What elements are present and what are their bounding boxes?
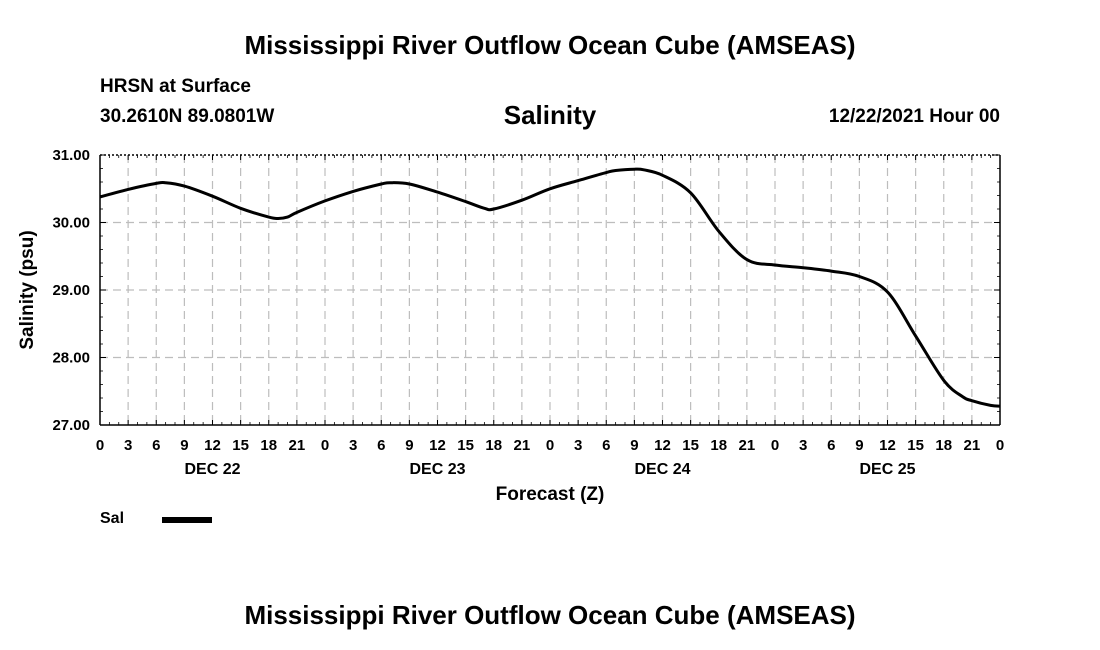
x-tick-label: 21 xyxy=(514,437,531,454)
run-time-label: 12/22/2021 Hour 00 xyxy=(828,106,1000,127)
x-tick-label: 0 xyxy=(321,437,329,454)
x-tick-label: 21 xyxy=(964,437,981,454)
x-tick-label: 0 xyxy=(771,437,779,454)
x-axis-label: Forecast (Z) xyxy=(496,484,605,505)
y-axis-label: Salinity (psu) xyxy=(17,230,38,349)
station-label: HRSN at Surface xyxy=(100,76,251,97)
labels-layer: 0 3 6 9 12 15 18 21 0 3 6 9 12 15 18 21 0 3 6 9 12 15 18 21 0 3 6 9… xyxy=(17,147,1004,505)
chart-title: Salinity xyxy=(503,100,597,130)
series-line-sal xyxy=(99,167,1001,408)
legend-label: Sal xyxy=(100,510,125,527)
x-tick-label: 12 xyxy=(654,437,671,454)
grid-layer xyxy=(100,155,1000,425)
x-tick-label: 21 xyxy=(289,437,306,454)
x-tick-label: 15 xyxy=(457,437,474,454)
day-label: DEC 23 xyxy=(409,461,465,478)
x-tick-label: 6 xyxy=(377,437,385,454)
x-tick-label: 6 xyxy=(827,437,835,454)
x-tick-label: 0 xyxy=(996,437,1004,454)
x-tick-label: 9 xyxy=(180,437,188,454)
x-tick-label: 15 xyxy=(682,437,699,454)
x-tick-label: 9 xyxy=(405,437,413,454)
x-tick-label: 18 xyxy=(710,437,727,454)
x-tick-label: 15 xyxy=(907,437,924,454)
x-tick-label: 12 xyxy=(879,437,896,454)
x-tick-label: 3 xyxy=(574,437,582,454)
legend-swatch xyxy=(162,517,212,523)
x-tick-label: 12 xyxy=(429,437,446,454)
y-tick-label: 28.00 xyxy=(52,350,90,367)
x-tick-label: 12 xyxy=(204,437,221,454)
footer-title: Mississippi River Outflow Ocean Cube (AM… xyxy=(244,600,856,630)
coordinates-label: 30.2610N 89.0801W xyxy=(100,106,275,127)
x-tick-label: 15 xyxy=(232,437,249,454)
series-layer xyxy=(99,167,1001,408)
x-tick-label: 18 xyxy=(485,437,502,454)
x-tick-label: 18 xyxy=(260,437,277,454)
x-tick-label: 0 xyxy=(546,437,554,454)
y-tick-label: 31.00 xyxy=(52,147,90,164)
y-tick-label: 30.00 xyxy=(52,215,90,232)
axes-layer xyxy=(99,154,1001,426)
x-tick-label: 3 xyxy=(349,437,357,454)
main-title: Mississippi River Outflow Ocean Cube (AM… xyxy=(244,30,856,60)
day-label: DEC 24 xyxy=(634,461,690,478)
x-tick-label: 3 xyxy=(124,437,132,454)
x-tick-label: 6 xyxy=(152,437,160,454)
x-tick-label: 21 xyxy=(739,437,756,454)
y-tick-label: 27.00 xyxy=(52,417,90,434)
day-label: DEC 25 xyxy=(859,461,915,478)
day-label: DEC 22 xyxy=(184,461,240,478)
x-tick-label: 9 xyxy=(855,437,863,454)
x-tick-label: 3 xyxy=(799,437,807,454)
x-tick-label: 18 xyxy=(935,437,952,454)
x-tick-label: 6 xyxy=(602,437,610,454)
y-tick-label: 29.00 xyxy=(52,282,90,299)
x-tick-label: 0 xyxy=(96,437,104,454)
x-tick-label: 9 xyxy=(630,437,638,454)
